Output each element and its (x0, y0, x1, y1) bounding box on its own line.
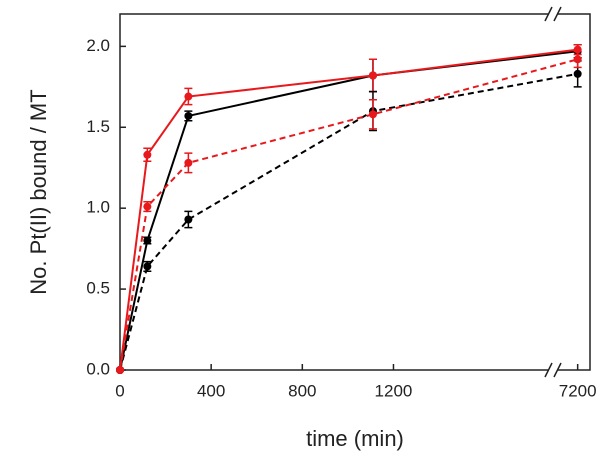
axis-break-mark (544, 6, 562, 22)
data-point (573, 55, 582, 64)
x-tick-label: 1200 (375, 381, 413, 400)
data-point (184, 111, 193, 120)
data-point (184, 215, 193, 224)
x-axis-label: time (min) (306, 426, 404, 451)
data-point (143, 150, 152, 159)
y-tick-label: 0.0 (86, 359, 110, 378)
axis-break-mark (544, 362, 562, 378)
y-tick-label: 1.0 (86, 198, 110, 217)
x-tick-label: 800 (288, 381, 316, 400)
x-tick-label: 0 (115, 381, 124, 400)
x-tick-label: 7200 (559, 381, 597, 400)
y-axis-label: No. Pt(II) bound / MT (26, 89, 51, 294)
data-point (116, 366, 124, 374)
x-tick-label: 400 (197, 381, 225, 400)
data-point (143, 236, 152, 245)
plot-frame (119, 13, 591, 371)
data-point (184, 92, 193, 101)
axis-break-gap (549, 367, 557, 373)
series-line (119, 72, 578, 371)
y-tick-label: 1.5 (86, 117, 110, 136)
data-point (368, 110, 377, 119)
data-point (368, 71, 377, 80)
y-tick-label: 2.0 (86, 36, 110, 55)
data-point (143, 262, 152, 271)
data-point (184, 158, 193, 167)
axis-break-gap (549, 11, 557, 17)
data-point (573, 69, 582, 78)
data-point (143, 202, 152, 211)
y-tick-label: 0.5 (86, 279, 110, 298)
